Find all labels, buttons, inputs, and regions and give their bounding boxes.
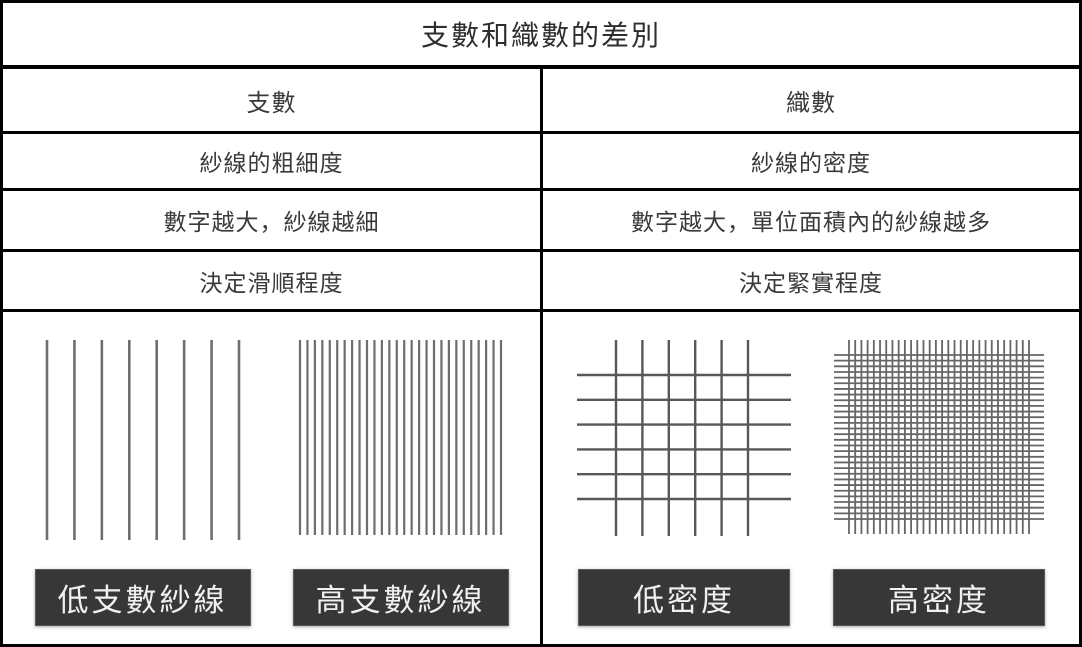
table-row-meaning: 紗線的粗細度 紗線的密度 (3, 134, 1079, 191)
page-title: 支數和織數的差別 (420, 20, 661, 51)
header-thread-count: 支數 (3, 69, 543, 131)
low-count-yarn-pattern (43, 340, 243, 542)
high-density-figure: 高密度 (833, 340, 1045, 626)
header-weave-density: 織數 (786, 89, 836, 117)
cell-thread-count-effect: 決定滑順程度 (3, 252, 543, 309)
high-density-label: 高密度 (833, 569, 1045, 626)
cell-weave-density-meaning: 紗線的密度 (751, 150, 871, 176)
low-density-figure: 低密度 (577, 340, 791, 626)
cell-thread-count-rule: 數字越大，紗線越細 (3, 191, 543, 249)
table-row-rule: 數字越大，紗線越細 數字越大，單位面積內的紗線越多 (3, 191, 1079, 252)
table-title-row: 支數和織數的差別 (3, 3, 1079, 69)
yarn-illustration-cell: 低支數紗線 高支數紗線 (3, 312, 543, 644)
low-density-grid-pattern (577, 340, 791, 542)
high-density-grid-pattern (834, 340, 1044, 542)
table-header-row: 支數 織數 (3, 69, 1079, 134)
cell-weave-density-rule: 數字越大，單位面積內的紗線越多 (631, 209, 991, 235)
cell-weave-density-effect: 決定緊實程度 (739, 269, 883, 296)
high-count-yarn-label: 高支數紗線 (292, 569, 509, 626)
illustration-row: 低支數紗線 高支數紗線 低密度 高密度 (3, 312, 1079, 644)
low-density-label: 低密度 (578, 569, 790, 626)
low-count-yarn-figure: 低支數紗線 (34, 340, 251, 626)
density-illustration-cell: 低密度 高密度 (543, 312, 1079, 644)
cell-thread-count-meaning: 紗線的粗細度 (3, 134, 543, 188)
table-row-effect: 決定滑順程度 決定緊實程度 (3, 252, 1079, 312)
low-count-yarn-label: 低支數紗線 (34, 569, 251, 626)
high-count-yarn-figure: 高支數紗線 (292, 340, 509, 626)
high-count-yarn-pattern (297, 340, 504, 542)
